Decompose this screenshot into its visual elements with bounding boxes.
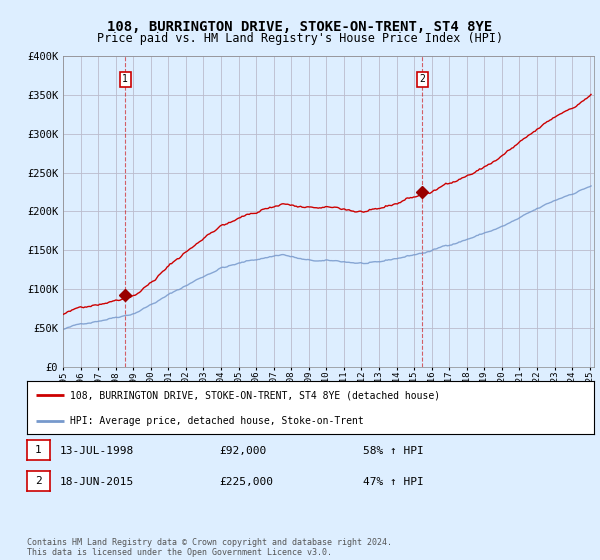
Text: 47% ↑ HPI: 47% ↑ HPI	[363, 477, 424, 487]
Text: HPI: Average price, detached house, Stoke-on-Trent: HPI: Average price, detached house, Stok…	[70, 416, 363, 426]
Text: £225,000: £225,000	[219, 477, 273, 487]
Text: 108, BURRINGTON DRIVE, STOKE-ON-TRENT, ST4 8YE (detached house): 108, BURRINGTON DRIVE, STOKE-ON-TRENT, S…	[70, 390, 440, 400]
Text: 1: 1	[122, 74, 128, 85]
Text: 1: 1	[35, 445, 42, 455]
Text: 108, BURRINGTON DRIVE, STOKE-ON-TRENT, ST4 8YE: 108, BURRINGTON DRIVE, STOKE-ON-TRENT, S…	[107, 20, 493, 34]
Text: 2: 2	[35, 476, 42, 486]
Text: 2: 2	[419, 74, 425, 85]
Text: 18-JUN-2015: 18-JUN-2015	[60, 477, 134, 487]
Text: 58% ↑ HPI: 58% ↑ HPI	[363, 446, 424, 456]
Text: £92,000: £92,000	[219, 446, 266, 456]
Text: Price paid vs. HM Land Registry's House Price Index (HPI): Price paid vs. HM Land Registry's House …	[97, 32, 503, 45]
Text: 13-JUL-1998: 13-JUL-1998	[60, 446, 134, 456]
Text: Contains HM Land Registry data © Crown copyright and database right 2024.
This d: Contains HM Land Registry data © Crown c…	[27, 538, 392, 557]
